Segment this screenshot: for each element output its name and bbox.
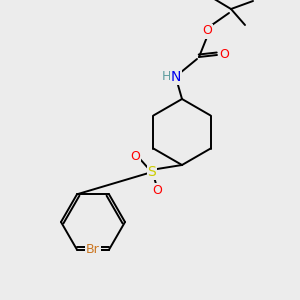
Text: O: O xyxy=(202,25,212,38)
Text: O: O xyxy=(219,49,229,62)
Text: Br: Br xyxy=(86,243,100,256)
Text: S: S xyxy=(148,165,156,179)
Text: N: N xyxy=(171,70,181,84)
Text: O: O xyxy=(152,184,162,196)
Text: H: H xyxy=(161,70,171,83)
Text: O: O xyxy=(130,149,140,163)
